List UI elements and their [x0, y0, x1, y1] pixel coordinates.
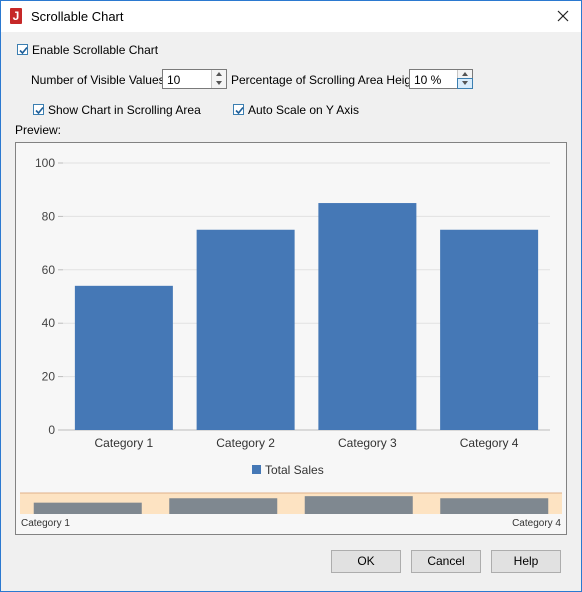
- y-tick-label: 80: [42, 209, 56, 223]
- ok-button[interactable]: OK: [331, 550, 401, 573]
- x-tick-label: Category 2: [216, 436, 275, 450]
- chart-preview: 0 20 40 60 80 100 Category 1 Category 2 Category…: [15, 142, 567, 535]
- scroll-area-bar: [440, 498, 549, 514]
- visible-values-label: Number of Visible Values:: [31, 73, 168, 87]
- percentage-arrows: [457, 70, 473, 89]
- enable-scrollable-checkbox[interactable]: [17, 44, 28, 55]
- scroll-end-label: Category 4: [512, 518, 561, 529]
- bar: [74, 285, 173, 430]
- y-tick-label: 0: [48, 423, 55, 437]
- scroll-area-bar: [304, 496, 413, 514]
- visible-values-arrows: [211, 70, 226, 88]
- y-tick-label: 60: [42, 263, 56, 277]
- close-icon: [557, 10, 569, 22]
- scroll-start-label: Category 1: [21, 518, 70, 529]
- visible-values-spinner[interactable]: 10: [162, 69, 227, 89]
- scroll-area-background: [20, 493, 562, 514]
- x-tick-label: Category 3: [338, 436, 397, 450]
- legend-label: Total Sales: [265, 463, 324, 477]
- preview-label: Preview:: [15, 123, 62, 137]
- scroll-area-bar: [169, 498, 278, 514]
- spin-down-icon[interactable]: [212, 79, 226, 88]
- percentage-value: 10 %: [414, 73, 442, 87]
- bar-chart: 0 20 40 60 80 100 Category 1 Category 2 Category…: [16, 143, 566, 534]
- percentage-label: Percentage of Scrolling Area Height:: [231, 73, 425, 87]
- help-button[interactable]: Help: [491, 550, 561, 573]
- checkmark-icon: [35, 106, 44, 115]
- checkmark-icon: [19, 46, 28, 55]
- spin-down-icon[interactable]: [457, 78, 473, 89]
- percentage-spinner[interactable]: 10 %: [409, 69, 473, 89]
- dialog-title: Scrollable Chart: [31, 9, 124, 24]
- show-chart-label: Show Chart in Scrolling Area: [48, 103, 201, 117]
- y-tick-label: 40: [42, 316, 56, 330]
- close-button[interactable]: [551, 5, 575, 27]
- x-tick-label: Category 4: [460, 436, 519, 450]
- cancel-button[interactable]: Cancel: [411, 550, 481, 573]
- x-tick-label: Category 1: [95, 436, 154, 450]
- bar: [318, 203, 417, 430]
- y-tick-label: 100: [35, 156, 55, 170]
- scroll-area-bar: [33, 502, 142, 514]
- enable-scrollable-label: Enable Scrollable Chart: [32, 43, 159, 57]
- checkmark-icon: [235, 106, 244, 115]
- show-chart-checkbox[interactable]: [33, 104, 44, 115]
- auto-scale-checkbox[interactable]: [233, 104, 244, 115]
- bar: [440, 229, 539, 430]
- visible-values-value: 10: [167, 73, 181, 87]
- app-logo-icon: J: [10, 8, 22, 24]
- bar: [196, 229, 295, 430]
- y-tick-label: 20: [42, 370, 56, 384]
- legend-swatch: [252, 465, 261, 474]
- auto-scale-label: Auto Scale on Y Axis: [248, 103, 359, 117]
- title-bar[interactable]: J Scrollable Chart: [1, 1, 581, 32]
